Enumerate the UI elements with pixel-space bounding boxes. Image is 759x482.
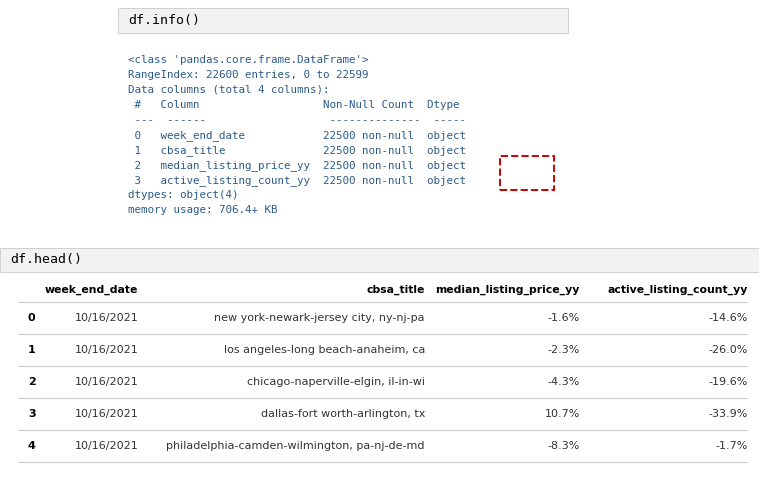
Text: -1.6%: -1.6% — [548, 313, 580, 323]
Text: dallas-fort worth-arlington, tx: dallas-fort worth-arlington, tx — [260, 409, 425, 419]
Text: -19.6%: -19.6% — [709, 377, 748, 387]
Text: 3: 3 — [28, 409, 36, 419]
Text: #   Column                   Non-Null Count  Dtype: # Column Non-Null Count Dtype — [128, 100, 459, 110]
Text: 2   median_listing_price_yy  22500 non-null  object: 2 median_listing_price_yy 22500 non-null… — [128, 160, 466, 171]
Text: 10.7%: 10.7% — [545, 409, 580, 419]
Text: -14.6%: -14.6% — [709, 313, 748, 323]
Text: df.info(): df.info() — [128, 14, 200, 27]
Text: Data columns (total 4 columns):: Data columns (total 4 columns): — [128, 85, 329, 95]
Text: -4.3%: -4.3% — [548, 377, 580, 387]
Text: -26.0%: -26.0% — [709, 345, 748, 355]
Text: chicago-naperville-elgin, il-in-wi: chicago-naperville-elgin, il-in-wi — [247, 377, 425, 387]
Text: -33.9%: -33.9% — [709, 409, 748, 419]
Text: RangeIndex: 22600 entries, 0 to 22599: RangeIndex: 22600 entries, 0 to 22599 — [128, 70, 369, 80]
Text: cbsa_title: cbsa_title — [367, 285, 425, 295]
Text: 3   active_listing_count_yy  22500 non-null  object: 3 active_listing_count_yy 22500 non-null… — [128, 175, 466, 186]
Text: 1   cbsa_title               22500 non-null  object: 1 cbsa_title 22500 non-null object — [128, 145, 466, 156]
Text: memory usage: 706.4+ KB: memory usage: 706.4+ KB — [128, 205, 278, 215]
Text: los angeles-long beach-anaheim, ca: los angeles-long beach-anaheim, ca — [224, 345, 425, 355]
Text: 2: 2 — [28, 377, 36, 387]
Text: active_listing_count_yy: active_listing_count_yy — [608, 285, 748, 295]
Text: <class 'pandas.core.frame.DataFrame'>: <class 'pandas.core.frame.DataFrame'> — [128, 55, 369, 65]
Text: df.head(): df.head() — [10, 254, 82, 267]
FancyBboxPatch shape — [118, 8, 568, 33]
Text: -8.3%: -8.3% — [548, 441, 580, 451]
Text: ---  ------                   --------------  -----: --- ------ -------------- ----- — [128, 115, 466, 125]
Text: 4: 4 — [28, 441, 36, 451]
Text: -1.7%: -1.7% — [716, 441, 748, 451]
Text: dtypes: object(4): dtypes: object(4) — [128, 190, 238, 200]
Text: 10/16/2021: 10/16/2021 — [75, 441, 139, 451]
FancyBboxPatch shape — [0, 248, 759, 272]
Text: week_end_date: week_end_date — [45, 285, 138, 295]
Text: 10/16/2021: 10/16/2021 — [75, 409, 139, 419]
Text: new york-newark-jersey city, ny-nj-pa: new york-newark-jersey city, ny-nj-pa — [215, 313, 425, 323]
Text: philadelphia-camden-wilmington, pa-nj-de-md: philadelphia-camden-wilmington, pa-nj-de… — [166, 441, 425, 451]
Text: 10/16/2021: 10/16/2021 — [75, 377, 139, 387]
Text: 10/16/2021: 10/16/2021 — [75, 345, 139, 355]
Text: 0   week_end_date            22500 non-null  object: 0 week_end_date 22500 non-null object — [128, 130, 466, 141]
Text: median_listing_price_yy: median_listing_price_yy — [436, 285, 580, 295]
Text: 1: 1 — [28, 345, 36, 355]
Text: 0: 0 — [28, 313, 36, 323]
Text: -2.3%: -2.3% — [548, 345, 580, 355]
Text: 10/16/2021: 10/16/2021 — [75, 313, 139, 323]
